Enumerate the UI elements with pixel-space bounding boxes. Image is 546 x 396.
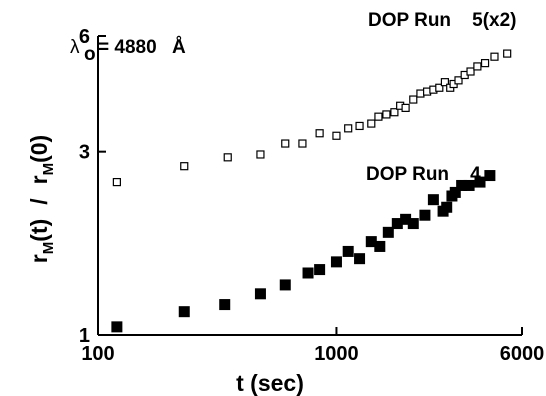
filled-square-point: [111, 321, 123, 333]
y-axis-label: rM(t)/rM(0): [26, 135, 57, 263]
series-label-run5: DOP Run 5(x2): [368, 10, 517, 31]
filled-square-point: [419, 209, 431, 221]
open-square-point: [256, 150, 265, 159]
x-tick-label: 1000: [314, 343, 359, 365]
filled-square-point: [178, 306, 190, 318]
open-square-point: [382, 110, 391, 119]
filled-square-point: [449, 186, 461, 198]
open-square-point: [344, 124, 353, 133]
open-square-point: [401, 103, 410, 112]
open-square-point: [355, 121, 364, 131]
open-square-point: [440, 78, 450, 87]
x-tick-label: 100: [81, 343, 114, 365]
filled-square-point: [484, 170, 496, 182]
y-label-sub1: M: [40, 242, 57, 255]
open-square-point: [390, 108, 399, 117]
y-tick-label: 6: [79, 26, 90, 48]
filled-square-point: [330, 256, 342, 268]
wavelength-annotation: λ o = 4880 Å: [70, 37, 186, 65]
plot-frame: [97, 36, 522, 336]
open-square-point: [298, 139, 307, 148]
y-label-r1: r: [26, 254, 52, 263]
open-square-point: [454, 76, 463, 85]
filled-square-point: [279, 279, 291, 291]
filled-square-point: [342, 245, 354, 257]
x-axis-label: t (sec): [236, 370, 304, 396]
y-label-r2: r: [26, 175, 52, 184]
y-label-slash: /: [26, 198, 52, 205]
open-square-point: [409, 95, 418, 104]
open-square-point: [473, 62, 482, 71]
y-tick-label: 3: [79, 142, 90, 164]
lambda-symbol: λ: [70, 37, 80, 58]
open-square-point: [281, 139, 290, 148]
filled-square-point: [382, 226, 394, 238]
angstrom-unit: Å: [172, 37, 186, 58]
open-square-point: [490, 52, 499, 61]
filled-square-point: [427, 194, 439, 206]
open-square-point: [466, 67, 475, 76]
filled-square-point: [219, 299, 231, 311]
filled-square-point: [302, 267, 314, 279]
open-square-point: [367, 119, 376, 128]
open-square-point: [374, 112, 383, 121]
data-marks: [111, 49, 512, 333]
wavelength-value: = 4880: [98, 37, 157, 58]
open-square-point: [503, 49, 512, 58]
filled-square-point: [474, 176, 486, 188]
open-square-point: [223, 153, 232, 162]
y-label-sub2: M: [40, 163, 57, 176]
series-label-run4: DOP Run 4: [366, 164, 481, 185]
filled-square-point: [463, 179, 475, 191]
open-square-point: [332, 131, 341, 140]
open-square-point: [315, 129, 324, 138]
filled-square-point: [354, 253, 366, 265]
filled-square-point: [374, 240, 386, 252]
lambda-subscript: o: [84, 44, 96, 65]
y-label-arg1: (t): [26, 219, 52, 242]
open-square-point: [435, 83, 444, 92]
filled-square-point: [407, 218, 419, 230]
y-tick-label: 1: [79, 325, 90, 347]
open-square-point: [416, 89, 425, 98]
ticks: 100 1000 6000 1 3 6: [79, 26, 544, 365]
filled-square-point: [441, 201, 453, 213]
open-square-point: [480, 59, 490, 68]
x-tick-label: 6000: [500, 343, 545, 365]
filled-square-point: [254, 288, 266, 300]
y-label-arg2: (0): [26, 135, 52, 163]
open-square-point: [180, 162, 189, 171]
filled-square-point: [314, 264, 326, 276]
open-square-point: [112, 177, 121, 187]
